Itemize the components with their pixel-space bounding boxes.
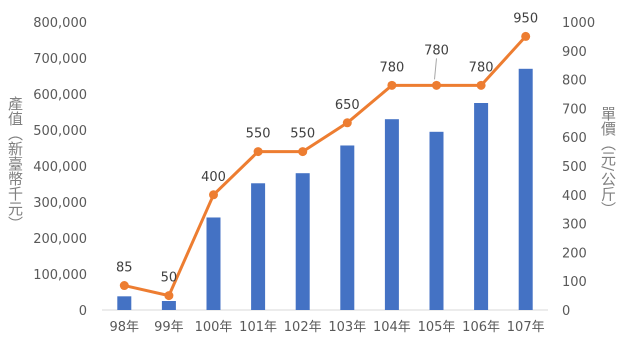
- bar: [161, 301, 176, 310]
- y-tick-label-right: 400: [562, 189, 587, 204]
- data-label: 85: [116, 261, 133, 276]
- line-point: [209, 190, 218, 200]
- y-tick-label-left: 700,000: [33, 52, 87, 67]
- left-axis-ticks: 0 100,000 200,000 300,000 400,000 500,000 600,…: [33, 16, 87, 319]
- y-tick-label-right: 1000: [562, 16, 595, 31]
- y-tick-label-right: 0: [562, 304, 570, 319]
- data-label: 780: [379, 60, 404, 75]
- y-tick-label-right: 200: [562, 246, 587, 261]
- data-label: 780: [424, 43, 449, 58]
- y-tick-label-left: 200,000: [33, 232, 87, 247]
- y-tick-label-right: 100: [562, 275, 587, 290]
- line-point: [164, 291, 174, 301]
- data-label: 950: [513, 11, 538, 26]
- y-tick-label-right: 500: [562, 160, 587, 175]
- x-axis-ticks: 98年 99年 100年 101年 102年 103年 104年 105年 106年 107年: [110, 320, 545, 335]
- y-tick-label-right: 800: [562, 74, 587, 89]
- y-tick-label-right: 600: [562, 131, 587, 146]
- y-tick-label-right: 300: [562, 218, 587, 233]
- line-point: [119, 281, 129, 291]
- line-point: [521, 31, 531, 41]
- data-label: 780: [469, 60, 494, 75]
- bar-series: [117, 68, 533, 310]
- right-axis-ticks: 0 100 200 300 400 500 600 700 800 900 1000: [562, 16, 595, 319]
- x-tick-label: 98年: [110, 320, 140, 335]
- y-tick-label-left: 500,000: [33, 124, 87, 139]
- line-point: [432, 80, 441, 90]
- line-point: [253, 147, 263, 157]
- x-tick-label: 104年: [373, 320, 411, 335]
- y-tick-label-right: 700: [562, 102, 587, 117]
- bar: [518, 68, 533, 310]
- x-tick-label: 99年: [154, 320, 184, 335]
- bar: [340, 145, 355, 310]
- x-tick-label: 106年: [462, 320, 500, 335]
- bar: [474, 103, 489, 310]
- y-tick-label-left: 0: [79, 304, 87, 319]
- x-tick-label: 103年: [328, 320, 366, 335]
- line-data-labels: 85 50 400 550 550 650 780 780 780 950: [116, 11, 538, 285]
- x-tick-label: 100年: [195, 320, 233, 335]
- y-tick-label-right: 900: [562, 45, 587, 60]
- line-point: [342, 118, 352, 128]
- x-tick-label: 101年: [239, 320, 277, 335]
- bar: [251, 183, 266, 310]
- y-tick-label-left: 600,000: [33, 88, 87, 103]
- y-tick-label-left: 300,000: [33, 196, 87, 211]
- y-tick-label-left: 100,000: [33, 268, 87, 283]
- y-tick-label-left: 800,000: [33, 16, 87, 31]
- bar: [117, 296, 132, 310]
- x-tick-label: 105年: [418, 320, 456, 335]
- data-label: 50: [161, 271, 178, 286]
- bar: [384, 119, 399, 310]
- data-label: 650: [335, 98, 360, 113]
- data-label: 400: [201, 170, 226, 185]
- line-series: [119, 31, 531, 301]
- line-point: [476, 80, 486, 90]
- data-label: 550: [290, 127, 315, 142]
- line-path: [123, 35, 527, 298]
- data-label-leader-line: [434, 58, 437, 80]
- y-axis-title-right: 單價（元/公斤）: [599, 106, 617, 217]
- line-point: [298, 147, 308, 157]
- y-tick-label-left: 400,000: [33, 160, 87, 175]
- data-label: 550: [246, 127, 271, 142]
- bar: [429, 131, 444, 310]
- x-tick-label: 102年: [284, 320, 322, 335]
- line-point: [387, 80, 397, 90]
- bar: [295, 173, 310, 310]
- bar: [206, 217, 221, 310]
- x-tick-label: 107年: [507, 320, 545, 335]
- y-axis-title-left: 產值（新臺幣千元）: [6, 96, 24, 231]
